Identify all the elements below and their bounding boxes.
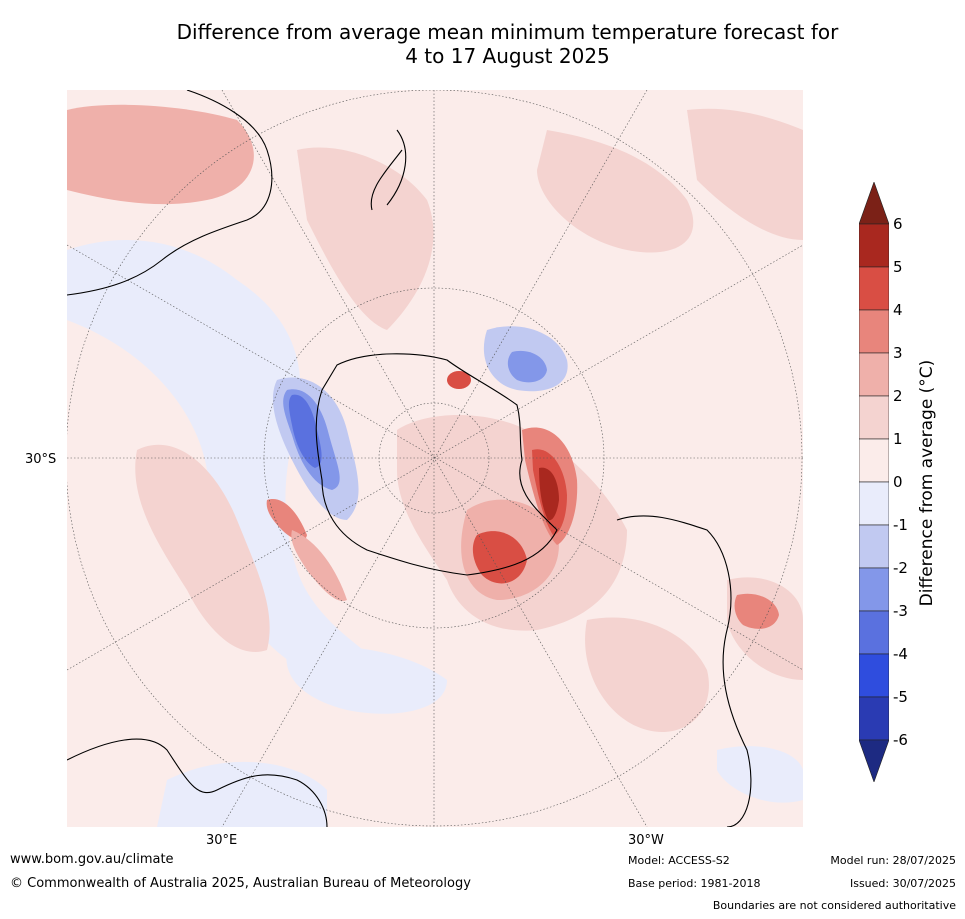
- coastlines: [67, 90, 752, 827]
- colorbar-tick-label: -5: [893, 688, 908, 706]
- colorbar-tick-label: 6: [893, 215, 903, 233]
- colorbar-extension-low: [858, 739, 890, 783]
- colorbar-segment: [858, 567, 890, 612]
- anomaly-patch: [286, 646, 447, 714]
- colorbar-label: Difference from average (°C): [917, 359, 937, 607]
- colorbar-segment: [858, 696, 890, 741]
- anomaly-patch: [157, 761, 327, 827]
- anomaly-patch: [135, 444, 270, 652]
- south-america-coast: [616, 515, 752, 827]
- forecast-map: [67, 90, 803, 827]
- anomaly-patch: [67, 104, 254, 205]
- anomaly-patch: [539, 467, 559, 521]
- colorbar-segment: [858, 438, 890, 483]
- colorbar-segment: [858, 266, 890, 311]
- colorbar-segment: [858, 309, 890, 354]
- map-title: Difference from average mean minimum tem…: [0, 20, 965, 68]
- title-line-2: 4 to 17 August 2025: [405, 44, 610, 68]
- australia-coast: [67, 90, 273, 296]
- colorbar-segment: [858, 481, 890, 526]
- colorbar-segment: [858, 653, 890, 698]
- colorbar-segment: [858, 610, 890, 655]
- anomaly-patch: [507, 350, 547, 383]
- colorbar-tick-label: 0: [893, 473, 903, 491]
- anomaly-patch: [266, 499, 307, 541]
- colorbar-tick-label: -2: [893, 559, 908, 577]
- copyright-text: © Commonwealth of Australia 2025, Austra…: [10, 876, 471, 891]
- website-link[interactable]: www.bom.gov.au/climate: [10, 852, 174, 867]
- colorbar-tick-label: 4: [893, 301, 903, 319]
- colorbar-tick-label: -1: [893, 516, 908, 534]
- base-period: Base period: 1981-2018: [628, 877, 761, 890]
- colorbar-tick-label: -4: [893, 645, 908, 663]
- anomaly-patch: [717, 746, 803, 803]
- colorbar-segment: [858, 395, 890, 440]
- africa-coast: [67, 738, 328, 827]
- colorbar-tick-label: 5: [893, 258, 903, 276]
- map-canvas: [67, 90, 803, 827]
- model-name: Model: ACCESS-S2: [628, 854, 730, 867]
- colorbar: [858, 181, 890, 783]
- colorbar-segment: [858, 524, 890, 569]
- anomaly-patch: [297, 147, 434, 330]
- colorbar-tick-label: 2: [893, 387, 903, 405]
- graticule: [67, 90, 803, 827]
- model-run-date: Model run: 28/07/2025: [830, 854, 956, 867]
- colorbar-segment: [858, 223, 890, 268]
- anomaly-patch: [585, 617, 709, 732]
- latitude-label-30s: 30°S: [25, 452, 57, 467]
- colorbar-tick-label: 1: [893, 430, 903, 448]
- colorbar-extension-high: [858, 181, 890, 225]
- anomaly-patch: [291, 530, 347, 601]
- anomaly-patch: [687, 108, 803, 240]
- colorbar-svg: [858, 181, 890, 783]
- colorbar-tick-label: -6: [893, 731, 908, 749]
- anomaly-patch: [447, 371, 471, 389]
- colorbar-segment: [858, 352, 890, 397]
- disclaimer: Boundaries are not considered authoritat…: [712, 899, 956, 912]
- anomaly-patch: [67, 240, 397, 687]
- anomaly-patch: [288, 394, 322, 468]
- title-line-1: Difference from average mean minimum tem…: [176, 20, 839, 44]
- anomaly-patch: [734, 593, 779, 629]
- issued-date: Issued: 30/07/2025: [849, 877, 956, 890]
- longitude-label-30e: 30°E: [206, 833, 238, 848]
- colorbar-tick-label: 3: [893, 344, 903, 362]
- anomaly-patch: [472, 531, 527, 584]
- colorbar-tick-label: -3: [893, 602, 908, 620]
- antarctica-coast: [315, 353, 558, 576]
- new-zealand-coast: [370, 129, 407, 211]
- anomaly-patch: [537, 130, 694, 253]
- longitude-label-30w: 30°W: [628, 833, 664, 848]
